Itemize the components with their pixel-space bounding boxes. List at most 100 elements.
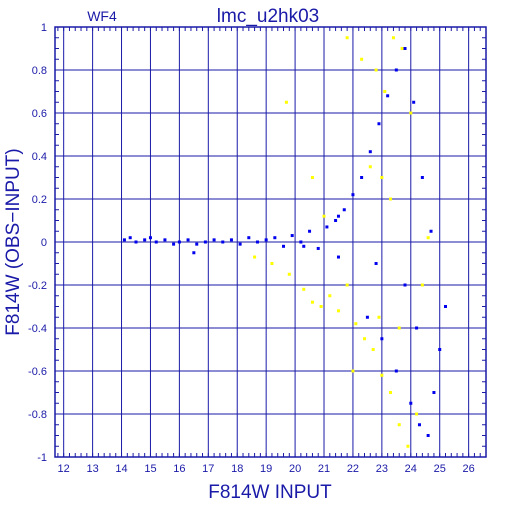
x-tick-label: 25 [434,463,446,475]
y-tick-label: 0.2 [32,194,47,206]
blue-data-point [444,305,448,308]
blue-data-point [386,94,390,98]
x-tick-label: 13 [86,463,98,475]
blue-data-point [154,240,158,244]
blue-data-point [212,238,216,242]
blue-data-point [238,242,242,246]
blue-data-point [134,240,138,244]
y-tick-label: 0.4 [32,151,47,163]
yellow-data-point [377,315,381,319]
blue-data-point [374,262,378,265]
yellow-data-point [345,36,349,40]
blue-data-point [334,219,338,222]
y-tick-label: -1 [37,452,47,464]
blue-data-point [380,337,384,341]
blue-data-point [195,242,199,246]
blue-data-point [299,240,303,244]
blue-data-point [365,315,369,319]
blue-data-point [420,176,424,179]
yellow-data-point [380,373,384,377]
blue-data-point [403,283,407,287]
yellow-data-point [319,305,323,308]
yellow-data-point [328,294,332,298]
blue-data-point [148,236,152,240]
yellow-data-point [406,444,410,448]
blue-data-point [351,193,355,197]
blue-data-point [247,236,251,240]
x-axis-label: F814W INPUT [208,482,332,503]
yellow-data-point [336,309,340,313]
yellow-data-point [270,262,274,265]
blue-data-point [403,47,407,50]
x-tick-label: 19 [260,463,272,475]
blue-data-point [264,238,268,242]
yellow-data-point [310,176,314,179]
chart-title: lmc_u2hk03 [217,6,319,27]
yellow-data-point [426,236,430,240]
y-tick-label: 1 [41,22,47,34]
y-tick-label: -0.2 [28,280,47,292]
yellow-data-point [371,348,375,351]
x-tick-label: 20 [289,463,301,475]
yellow-data-point [400,47,404,50]
blue-data-point [438,348,442,351]
blue-data-point [415,326,419,330]
x-tick-label: 12 [58,463,70,475]
yellow-data-point [397,326,401,330]
yellow-data-point [389,391,393,394]
yellow-data-point [368,165,372,169]
x-tick-label: 16 [173,463,185,475]
yellow-data-point [383,90,387,93]
blue-data-point [203,240,207,244]
blue-data-point [122,238,126,242]
yellow-data-point [253,255,257,259]
yellow-data-point [360,57,364,61]
blue-data-point [316,246,320,250]
blue-data-point [302,244,306,248]
yellow-data-point [287,272,291,276]
blue-data-point [394,68,398,72]
blue-data-point [186,238,190,242]
blue-data-point [128,236,132,240]
yellow-data-point [397,423,401,427]
y-tick-label: 0.8 [32,65,47,77]
y-tick-label: -0.4 [28,323,47,335]
blue-data-point [282,244,286,248]
y-tick-label: 0 [41,237,47,249]
data-points [122,36,448,448]
blue-data-point [394,369,398,373]
blue-data-point [336,255,340,259]
yellow-data-point [322,214,326,218]
axis-ticks: 12 13 14 15 16 17 18 19 20 21 22 23 24 25 26 1 0.8 0.6 0.4… [28,22,487,475]
blue-data-point [432,391,436,394]
blue-data-point [426,434,430,437]
blue-data-point [229,238,233,242]
blue-data-point [143,238,147,242]
y-axis-label: F814W (OBS−INPUT) [3,148,24,335]
blue-data-point [290,234,294,238]
yellow-data-point [420,283,424,287]
x-tick-label: 17 [202,463,214,475]
x-tick-label: 23 [376,463,388,475]
blue-data-point [409,401,413,405]
yellow-data-point [415,412,419,416]
y-tick-label: -0.8 [28,409,47,421]
yellow-data-point [345,283,349,287]
x-tick-label: 15 [144,463,156,475]
blue-data-point [192,251,196,255]
blue-data-point [336,214,340,218]
blue-data-point [308,229,312,233]
blue-data-point [412,100,416,104]
blue-data-point [172,242,176,246]
blue-data-point [273,236,277,240]
blue-data-point [360,176,364,179]
blue-data-point [429,229,433,233]
blue-data-point [342,208,346,212]
blue-data-point [417,423,421,427]
yellow-data-point [354,322,358,326]
blue-data-point [255,240,259,244]
yellow-data-point [351,369,355,373]
yellow-data-point [391,36,395,40]
yellow-data-point [389,197,393,201]
x-tick-label: 24 [405,463,417,475]
